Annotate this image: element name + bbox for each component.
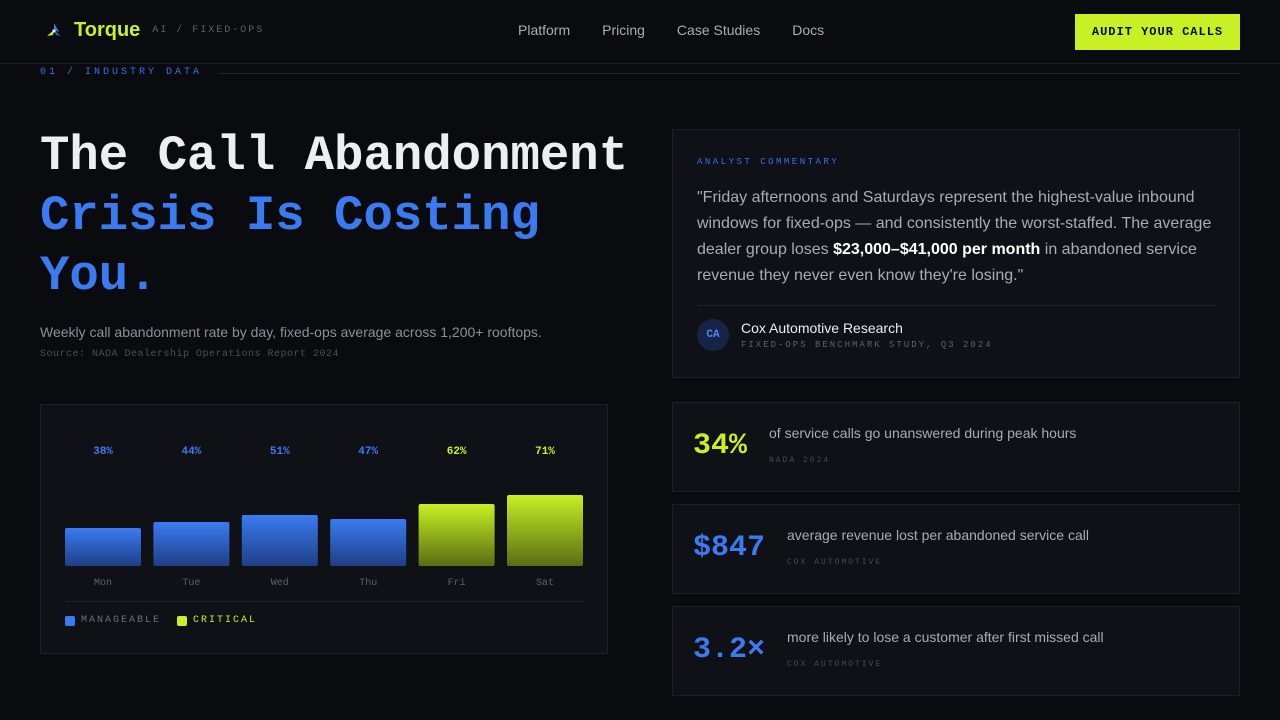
chart-legend: MANAGEABLE CRITICAL [65,615,273,626]
brand-tagline: AI / FIXED-OPS [152,25,265,36]
chart-source: Source: NADA Dealership Operations Repor… [40,349,340,360]
chart-divider [65,601,585,602]
nav-links: Platform Pricing Case Studies Docs [502,22,840,38]
analyst-commentary-card: ANALYST COMMENTARY "Friday afternoons an… [672,129,1240,378]
category-label-thu: Thu [359,577,377,589]
stat-source: COX AUTOMOTIVE [787,660,883,669]
audit-calls-button[interactable]: AUDIT YOUR CALLS [1075,14,1240,50]
bar-thu [330,519,407,566]
quote-text-before: "Friday afternoons and Saturdays represe… [697,189,1212,258]
bar-fri [418,504,495,566]
abandonment-chart-panel: 38% Mon 44% Tue 51% Wed 47% Thu 62% Fri 71% Sat MAN… [40,404,608,654]
title-line-3: You. [40,248,158,304]
section-divider [218,73,1240,74]
stat-value: 34% [693,429,748,463]
category-label-mon: Mon [94,578,112,589]
bar-tue [153,522,230,566]
quote-label: ANALYST COMMENTARY [697,157,840,167]
legend-item-manageable: MANAGEABLE [65,615,161,626]
nav-link-pricing[interactable]: Pricing [602,22,645,38]
stat-description: of service calls go unanswered during pe… [769,425,1077,441]
stat-source: NADA 2024 [769,456,831,465]
page-title: The Call Abandonment Crisis Is Costing Y… [40,126,640,306]
chart-subtitle: Weekly call abandonment rate by day, fix… [40,324,542,340]
top-nav: Torque AI / FIXED-OPS Platform Pricing C… [0,0,1280,64]
value-label-thu: 47% [358,446,378,458]
legend-label-manageable: MANAGEABLE [81,615,162,626]
section-label: 01 / INDUSTRY DATA [40,67,203,78]
value-label-sat: 71% [535,446,555,458]
quote-text-after: in abandoned service revenue they never … [697,241,1197,284]
quote-text: "Friday afternoons and Saturdays represe… [697,185,1219,289]
category-label-tue: Tue [182,578,200,589]
legend-swatch-manageable [65,615,75,626]
avatar: CA [697,319,729,351]
legend-label-critical: CRITICAL [193,615,258,626]
category-label-wed: Wed [271,577,289,589]
stat-card-customer-loss: 3.2× more likely to lose a customer afte… [672,606,1240,696]
category-label-fri: Fri [448,577,466,589]
nav-link-docs[interactable]: Docs [792,22,825,38]
quote-highlight: $23,000–$41,000 per month [833,241,1041,258]
quote-author-meta: FIXED-OPS BENCHMARK STUDY, Q3 2024 [741,340,993,350]
torque-logo-icon [47,22,61,36]
quote-divider [697,305,1216,306]
bar-sat [507,495,583,566]
stat-card-revenue-lost: $847 average revenue lost per abandoned … [672,504,1240,594]
value-label-wed: 51% [270,446,290,458]
stat-value: $847 [693,531,766,565]
category-label-sat: Sat [536,578,554,589]
nav-link-case-studies[interactable]: Case Studies [676,22,761,38]
value-label-fri: 62% [447,446,467,458]
brand-name: Torque [74,19,141,41]
bar-wed [241,515,318,566]
bar-mon [65,528,141,566]
value-label-mon: 38% [93,446,113,458]
stat-description: more likely to lose a customer after fir… [787,629,1104,645]
nav-link-platform[interactable]: Platform [518,22,571,38]
title-line-1: The Call Abandonment [40,128,629,184]
value-label-tue: 44% [181,446,201,458]
stat-source: COX AUTOMOTIVE [787,558,883,567]
title-line-2: Crisis Is Costing [40,188,540,244]
quote-author: Cox Automotive Research [741,320,903,336]
abandonment-bar-chart: 38% Mon 44% Tue 51% Wed 47% Thu 62% Fri 71% Sat [65,446,583,589]
legend-swatch-critical [177,615,188,626]
stat-card-unanswered: 34% of service calls go unanswered durin… [672,402,1240,492]
stat-value: 3.2× [693,633,766,667]
legend-item-critical: CRITICAL [177,615,257,626]
stat-description: average revenue lost per abandoned servi… [787,527,1089,543]
brand[interactable]: Torque AI / FIXED-OPS [44,19,264,42]
